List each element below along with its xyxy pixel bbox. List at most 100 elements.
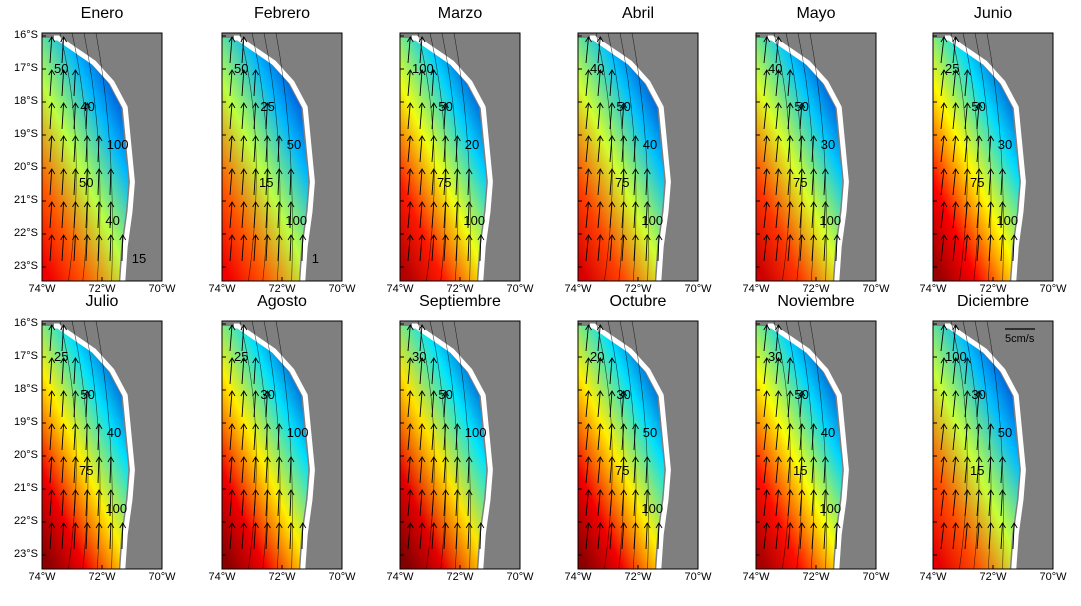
current-vector-head xyxy=(48,489,56,496)
current-vector-head xyxy=(940,135,948,142)
current-vector xyxy=(467,522,470,550)
current-vector-head xyxy=(821,522,829,529)
current-vector xyxy=(61,357,65,385)
current-vector xyxy=(229,102,233,130)
current-vector-head xyxy=(48,234,56,241)
current-vector-head xyxy=(430,168,438,175)
current-vector xyxy=(431,135,435,163)
current-vector xyxy=(585,234,589,262)
current-vector-head xyxy=(763,102,771,109)
contour-label: 50 xyxy=(643,425,657,440)
current-vector-head xyxy=(107,522,115,529)
x-tick-label: 70°W xyxy=(862,283,890,295)
current-vector xyxy=(609,201,613,229)
current-vector xyxy=(799,390,803,418)
current-vector xyxy=(289,522,292,550)
x-tick-label: 70°W xyxy=(1039,571,1067,583)
contour-label: 25 xyxy=(54,349,68,364)
current-vector-head xyxy=(240,390,248,397)
contour-line xyxy=(71,32,89,282)
contour-label: 50 xyxy=(234,61,248,76)
current-vector-head xyxy=(952,390,960,397)
current-vector-head xyxy=(940,168,948,175)
current-vector xyxy=(277,234,280,262)
current-vector-head xyxy=(406,324,414,331)
current-vector xyxy=(952,201,957,229)
current-vector-head xyxy=(72,423,79,430)
current-vector xyxy=(585,357,589,385)
current-vector xyxy=(609,489,613,517)
contour-label: 100 xyxy=(107,137,129,152)
current-vector-head xyxy=(83,135,91,142)
current-vector-head xyxy=(83,390,91,397)
current-vector xyxy=(621,423,625,451)
current-vector-head xyxy=(763,357,771,364)
contour-line xyxy=(251,32,269,282)
current-vector-head xyxy=(275,489,283,496)
current-vector-head xyxy=(632,135,639,142)
x-tick-label: 74°W xyxy=(919,283,947,295)
current-vector xyxy=(585,423,589,451)
current-vector-head xyxy=(252,456,260,463)
current-vector xyxy=(277,423,280,451)
current-vector xyxy=(988,489,992,517)
current-vector xyxy=(229,69,233,97)
current-vector xyxy=(431,456,435,484)
contour-label: 30 xyxy=(971,387,985,402)
current-vector-head xyxy=(299,522,307,529)
current-vector xyxy=(964,234,968,262)
contour-line xyxy=(773,320,791,570)
current-vector-head xyxy=(299,234,307,241)
current-vector-head xyxy=(418,357,426,364)
current-vector-head xyxy=(442,456,449,463)
current-vector xyxy=(73,390,76,418)
current-vector-head xyxy=(775,135,782,142)
current-vector xyxy=(407,234,411,262)
contour-line xyxy=(809,32,827,282)
current-vector xyxy=(241,489,245,517)
contour-label: 50 xyxy=(794,99,808,114)
current-vector xyxy=(645,201,648,229)
current-vector-head xyxy=(406,201,414,208)
current-vector-head xyxy=(596,357,604,364)
current-vector xyxy=(407,36,411,64)
panel-title: Agosto xyxy=(257,293,307,310)
current-vector-head xyxy=(940,357,948,364)
current-vector xyxy=(97,489,100,517)
current-vector-head xyxy=(1010,522,1018,529)
current-vector xyxy=(121,522,124,550)
current-vector xyxy=(73,357,76,385)
current-vector-head xyxy=(786,456,794,463)
current-vector-head xyxy=(632,522,639,529)
current-vector xyxy=(597,168,601,196)
current-vector-head xyxy=(406,168,414,175)
x-tick-label: 74°W xyxy=(742,571,770,583)
current-vector-head xyxy=(48,357,56,364)
current-vector-head xyxy=(620,522,628,529)
current-vector-head xyxy=(418,168,426,175)
current-vector xyxy=(407,357,411,385)
current-vector xyxy=(229,522,233,550)
x-tick-label: 70°W xyxy=(1039,283,1067,295)
current-vector xyxy=(763,135,768,163)
current-vector-head xyxy=(964,522,971,529)
current-vector-head xyxy=(477,522,485,529)
current-vector-head xyxy=(608,489,616,496)
coastline xyxy=(768,35,849,282)
current-vector xyxy=(61,168,65,196)
current-vector-head xyxy=(252,489,260,496)
current-vector-head xyxy=(596,423,604,430)
current-vector-head xyxy=(453,489,461,496)
current-vector xyxy=(763,489,768,517)
current-vector xyxy=(467,234,470,262)
current-vector xyxy=(952,168,957,196)
current-vector xyxy=(229,423,233,451)
current-vector xyxy=(609,234,613,262)
current-vector xyxy=(61,489,65,517)
current-vector-head xyxy=(95,234,103,241)
current-vector xyxy=(823,522,826,550)
current-vector-head xyxy=(620,135,628,142)
current-vector xyxy=(49,135,53,163)
current-vector xyxy=(97,423,100,451)
current-vector-head xyxy=(60,456,68,463)
